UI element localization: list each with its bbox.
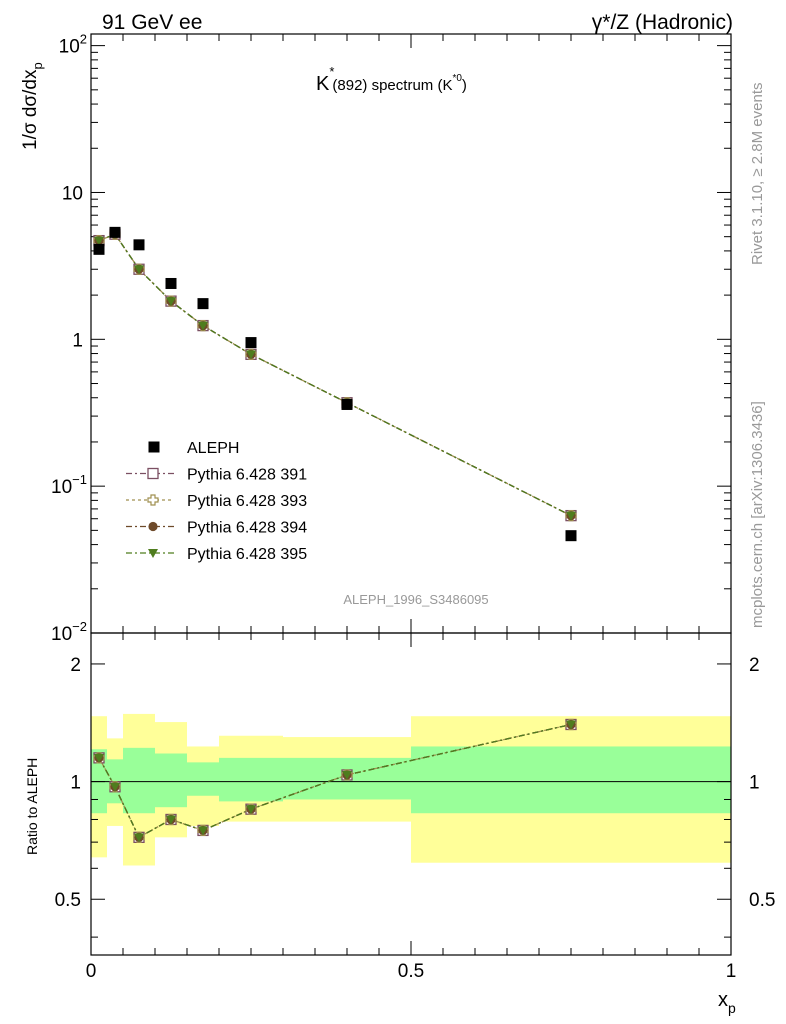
mc-ratio-point-3 [94, 753, 104, 763]
legend-label-1: Pythia 6.428 393 [187, 493, 307, 510]
plot-title-end: ) [462, 77, 467, 94]
x-tick-label: 1 [726, 961, 737, 982]
mc-point-3 [198, 321, 208, 331]
legend-marker-data [148, 441, 160, 453]
legend-marker-3 [148, 549, 158, 558]
header-process-label: γ*/Z (Hadronic) [592, 11, 733, 34]
legend-label-data: ALEPH [187, 440, 239, 457]
ratio-band-green-5 [219, 757, 283, 802]
ratio-plot-axes: 0 0.5 1 0.5 0.5 1 1 2 2 [55, 632, 775, 982]
data-point [245, 337, 257, 349]
x-tick-label: 0.5 [398, 961, 424, 982]
mc-ratio-point-3 [166, 815, 176, 825]
ratio-band-green-3 [155, 753, 187, 808]
mc-ratio-point-3 [566, 720, 576, 730]
mcplots-label: mcplots.cern.ch [arXiv:1306.3436] [749, 401, 766, 628]
mc-ratio-point-3 [134, 833, 144, 843]
main-plot-frame [90, 33, 732, 634]
ratio-band-green-7 [411, 746, 731, 814]
ratio-y-tick-label: 2 [70, 655, 81, 676]
mc-point-3 [566, 511, 576, 521]
mc-line-3 [98, 233, 572, 517]
main-y-tick-label: 1 [72, 330, 83, 351]
rivet-version-label: Rivet 3.1.10, ≥ 2.8M events [749, 83, 766, 266]
ratio-band-green-4 [187, 762, 219, 796]
data-point [197, 298, 209, 310]
data-point [133, 239, 145, 251]
main-plot-series [93, 226, 577, 542]
legend-label-3: Pythia 6.428 395 [187, 546, 307, 563]
mc-ratio-point-3 [246, 805, 256, 815]
ratio-uncertainty-bands [91, 713, 731, 866]
ratio-y-tick-label: 0.5 [55, 890, 81, 911]
mc-point-3 [166, 297, 176, 307]
main-y-tick-label: 10 [62, 183, 83, 204]
main-y-tick-label: 102 [59, 32, 87, 58]
plot-title-sub-sup: *0 [452, 73, 462, 84]
data-point [565, 530, 577, 542]
plot-title-main: K [316, 73, 330, 95]
main-y-axis-label: 1/σ dσ/dxp [20, 62, 45, 150]
mc-point-3 [134, 265, 144, 275]
data-point [109, 226, 121, 238]
legend: ALEPH Pythia 6.428 391 Pythia 6.428 393 Pyt… [126, 440, 307, 563]
header-energy-label: 91 GeV ee [102, 11, 202, 34]
data-point [341, 398, 353, 410]
legend-marker-1 [147, 494, 159, 506]
data-point [165, 277, 177, 289]
ratio-band-green-2 [123, 747, 155, 814]
legend-marker-2 [148, 521, 158, 532]
mc-ratio-line-3 [98, 723, 572, 839]
plot-title-sup: * [329, 64, 334, 79]
legend-label-2: Pythia 6.428 394 [187, 520, 307, 537]
mc-ratio-point-3 [110, 782, 120, 792]
ratio-y-tick-label-right: 0.5 [749, 890, 775, 911]
ratio-plot-series [93, 718, 577, 844]
data-point [93, 243, 105, 255]
main-y-axis-label-sub: p [30, 62, 45, 69]
main-y-tick-label: 10−1 [51, 472, 87, 498]
analysis-id-label: ALEPH_1996_S3486095 [343, 592, 488, 607]
legend-marker-0 [147, 467, 159, 480]
ratio-y-tick-label: 1 [70, 773, 81, 794]
mc-point-3 [246, 350, 256, 360]
x-tick-label: 0 [86, 961, 97, 982]
mc-ratio-point-3 [342, 770, 352, 780]
x-axis-label-sub: p [728, 1000, 736, 1016]
mc-point-3 [94, 236, 104, 246]
mc-ratio-point-3 [198, 826, 208, 836]
x-axis-label: xp [718, 989, 736, 1016]
main-plot-axes: 10−2 10−1 1 10 102 [51, 32, 732, 645]
plot-title: K* (892) spectrum (K*0) [316, 64, 467, 95]
legend-label-0: Pythia 6.428 391 [187, 467, 307, 484]
main-y-tick-label: 10−2 [51, 619, 87, 645]
ratio-y-axis-label: Ratio to ALEPH [24, 758, 40, 855]
ratio-y-tick-label-right: 2 [749, 655, 760, 676]
ratio-y-tick-label-right: 1 [749, 773, 760, 794]
plot-title-sub: (892) spectrum (K [332, 77, 452, 94]
